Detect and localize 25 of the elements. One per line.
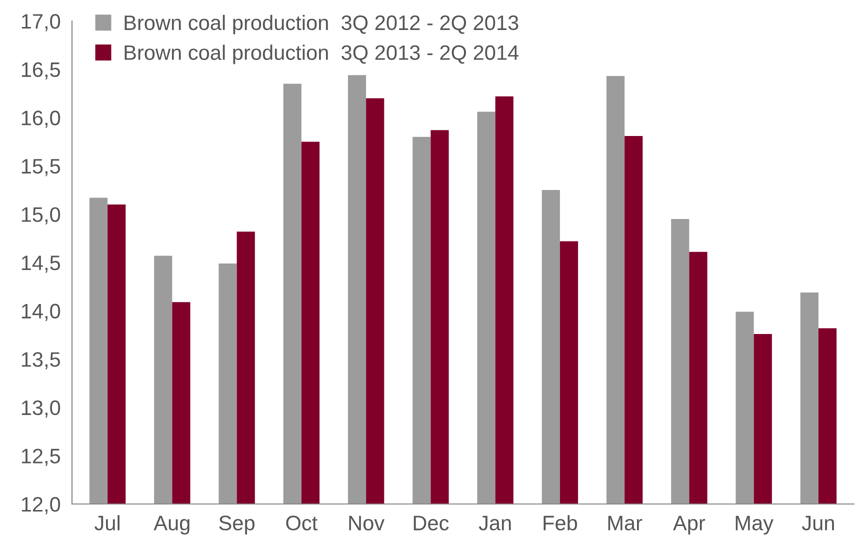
y-tick-label: 16,0 xyxy=(22,110,60,128)
x-tick-label: Nov xyxy=(349,516,385,530)
x-tick-label: Mar xyxy=(608,516,642,530)
legend-label: Brown coal production 3Q 2013 - 2Q 2014 xyxy=(124,44,519,64)
x-tick-label: Sep xyxy=(219,516,254,535)
y-tick-label: 13,5 xyxy=(22,352,60,370)
x-tick-label: Aug xyxy=(154,516,190,535)
legend-label: Brown coal production 3Q 2012 - 2Q 2013 xyxy=(124,14,518,34)
x-tick-label: Apr xyxy=(673,516,706,535)
x-tick-label: Jun xyxy=(802,516,834,530)
y-tick-label: 17,0 xyxy=(22,14,60,32)
y-tick-label: 12,0 xyxy=(22,497,60,514)
x-tick-label: Oct xyxy=(286,516,318,530)
x-tick-label: Jan xyxy=(478,516,511,530)
x-tick-label: May xyxy=(736,516,774,535)
x-tick-label: Jul xyxy=(94,515,120,530)
y-tick-label: 15,5 xyxy=(22,159,60,176)
x-tick-label: Dec xyxy=(414,516,449,530)
x-tick-label: Feb xyxy=(544,515,578,530)
y-tick-label: 12,5 xyxy=(22,448,60,466)
y-tick-label: 15,0 xyxy=(22,207,60,224)
y-tick-label: 14,5 xyxy=(22,256,60,273)
y-tick-label: 13,0 xyxy=(22,400,60,418)
y-tick-label: 16,5 xyxy=(22,62,60,80)
y-tick-label: 14,0 xyxy=(22,304,60,322)
